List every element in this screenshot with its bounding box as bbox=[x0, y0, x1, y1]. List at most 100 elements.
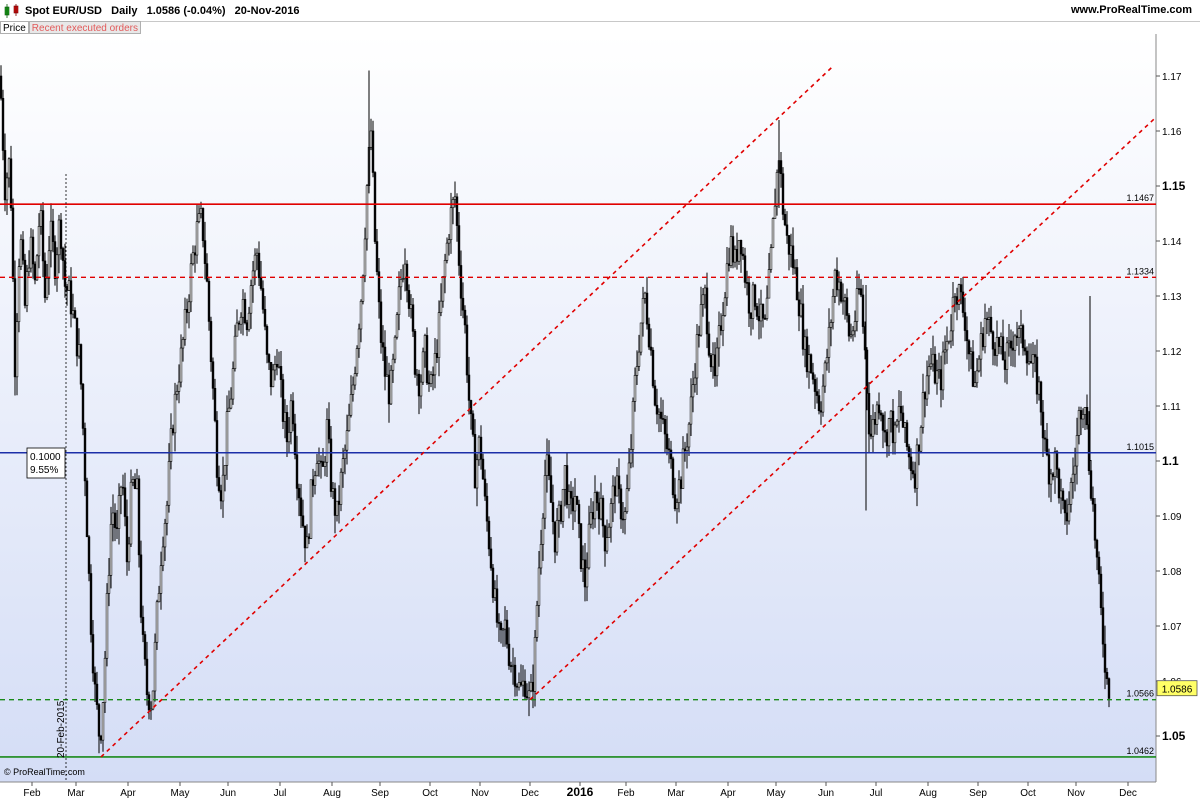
candle-body bbox=[829, 322, 833, 328]
candle-body bbox=[445, 242, 449, 261]
candle-body bbox=[373, 172, 377, 242]
candle-body bbox=[161, 546, 165, 567]
candle-body bbox=[391, 358, 395, 371]
candle-body bbox=[763, 317, 767, 320]
candle-body bbox=[17, 266, 21, 323]
candle-body bbox=[635, 366, 639, 376]
candle-body bbox=[1039, 381, 1043, 413]
site-url[interactable]: www.ProRealTime.com bbox=[1070, 4, 1192, 16]
candle-body bbox=[263, 309, 267, 327]
candle-body bbox=[323, 461, 327, 467]
candle-body bbox=[559, 504, 563, 522]
candle-body bbox=[499, 622, 503, 631]
candle-body bbox=[71, 310, 75, 315]
candle-body bbox=[857, 288, 861, 290]
candle-body bbox=[867, 393, 871, 435]
candle-body bbox=[227, 407, 231, 412]
x-tick-label: Dec bbox=[1119, 788, 1137, 799]
candle-body bbox=[519, 682, 523, 686]
candle-body bbox=[305, 536, 309, 549]
candle-body bbox=[701, 294, 705, 305]
candle-body bbox=[807, 354, 811, 373]
candle-body bbox=[181, 339, 185, 349]
candle-body bbox=[261, 288, 265, 310]
x-tick-label: Oct bbox=[422, 788, 438, 799]
candle-body bbox=[53, 241, 57, 280]
y-tick-label: 1.13 bbox=[1162, 292, 1182, 303]
candle-body bbox=[971, 351, 975, 387]
candle-body bbox=[469, 400, 473, 415]
candle-body bbox=[29, 236, 33, 269]
candle-body bbox=[783, 214, 787, 226]
candle-body bbox=[833, 269, 837, 297]
candle-body bbox=[965, 330, 969, 342]
candle-body bbox=[491, 567, 495, 598]
candle-body bbox=[397, 286, 401, 316]
candle-body bbox=[677, 479, 681, 503]
tab-price[interactable]: Price bbox=[0, 21, 29, 34]
candle-body bbox=[113, 512, 117, 528]
candle-body bbox=[719, 325, 723, 331]
candle-body bbox=[1067, 504, 1071, 522]
candle-body bbox=[897, 405, 901, 422]
candle-body bbox=[1043, 437, 1047, 440]
candle-body bbox=[759, 303, 763, 322]
candle-body bbox=[465, 324, 469, 376]
candle-body bbox=[41, 210, 45, 262]
candle-body bbox=[101, 702, 105, 741]
candle-body bbox=[751, 284, 755, 319]
candle-body bbox=[135, 478, 139, 489]
candle-body bbox=[127, 543, 131, 563]
candle-body bbox=[705, 287, 709, 335]
candle-body bbox=[247, 312, 251, 331]
candle-body bbox=[447, 239, 451, 244]
candle-body bbox=[761, 303, 765, 319]
candle-body bbox=[563, 465, 567, 490]
candle-body bbox=[15, 321, 19, 378]
candle-body bbox=[1095, 539, 1099, 558]
candle-body bbox=[569, 491, 573, 499]
candle-body bbox=[501, 628, 505, 631]
candle-body bbox=[155, 601, 159, 643]
candle-body bbox=[741, 253, 745, 257]
candle-body bbox=[591, 512, 595, 520]
x-tick-label: Dec bbox=[521, 788, 539, 799]
candle-body bbox=[557, 504, 561, 521]
tab-recent-executed-orders[interactable]: Recent executed orders bbox=[28, 21, 141, 34]
candle-body bbox=[361, 275, 365, 302]
candle-body bbox=[1089, 470, 1093, 499]
candle-body bbox=[97, 704, 101, 737]
candle-body bbox=[963, 312, 967, 331]
candle-body bbox=[381, 342, 385, 348]
candle-body bbox=[811, 372, 815, 380]
candle-body bbox=[817, 395, 821, 411]
candle-body bbox=[679, 479, 683, 489]
candle-body bbox=[747, 282, 751, 314]
candle-body bbox=[801, 303, 805, 350]
candle-body bbox=[961, 291, 965, 313]
candle-body bbox=[93, 672, 97, 685]
x-tick-label: Apr bbox=[720, 788, 736, 799]
candle-body bbox=[753, 284, 757, 307]
y-tick-label: 1.08 bbox=[1162, 567, 1182, 578]
candle-body bbox=[461, 297, 465, 311]
candle-body bbox=[1059, 490, 1063, 499]
candle-body bbox=[1085, 407, 1089, 426]
candle-body bbox=[851, 330, 855, 336]
candle-body bbox=[715, 347, 719, 377]
candle-body bbox=[345, 430, 349, 451]
candle-body bbox=[711, 354, 715, 368]
candle-body bbox=[543, 475, 547, 519]
candle-body bbox=[189, 263, 193, 303]
candle-body bbox=[593, 492, 597, 520]
candle-body bbox=[145, 658, 149, 696]
y-tick-label: 1.11 bbox=[1162, 402, 1181, 413]
candle-body bbox=[633, 375, 637, 402]
candle-body bbox=[73, 310, 77, 319]
candle-body bbox=[681, 448, 685, 489]
candle-body bbox=[1097, 556, 1101, 575]
candle-body bbox=[505, 619, 509, 645]
candle-body bbox=[901, 412, 905, 428]
price-chart[interactable]: 1.051.061.071.081.091.11.111.121.131.141… bbox=[0, 34, 1200, 800]
candle-body bbox=[431, 374, 435, 376]
